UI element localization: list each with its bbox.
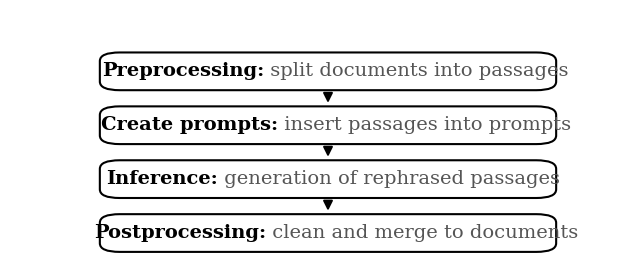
FancyBboxPatch shape <box>100 214 556 252</box>
Text: split documents into passages: split documents into passages <box>264 62 568 80</box>
Text: Postprocessing:: Postprocessing: <box>94 224 266 242</box>
FancyBboxPatch shape <box>100 52 556 90</box>
Text: generation of rephrased passages: generation of rephrased passages <box>218 170 560 188</box>
Text: insert passages into prompts: insert passages into prompts <box>278 116 571 134</box>
Text: Create prompts:: Create prompts: <box>100 116 278 134</box>
Text: Preprocessing:: Preprocessing: <box>102 62 264 80</box>
FancyBboxPatch shape <box>100 160 556 198</box>
Text: clean and merge to documents: clean and merge to documents <box>266 224 579 242</box>
FancyBboxPatch shape <box>100 106 556 144</box>
Text: Inference:: Inference: <box>106 170 218 188</box>
